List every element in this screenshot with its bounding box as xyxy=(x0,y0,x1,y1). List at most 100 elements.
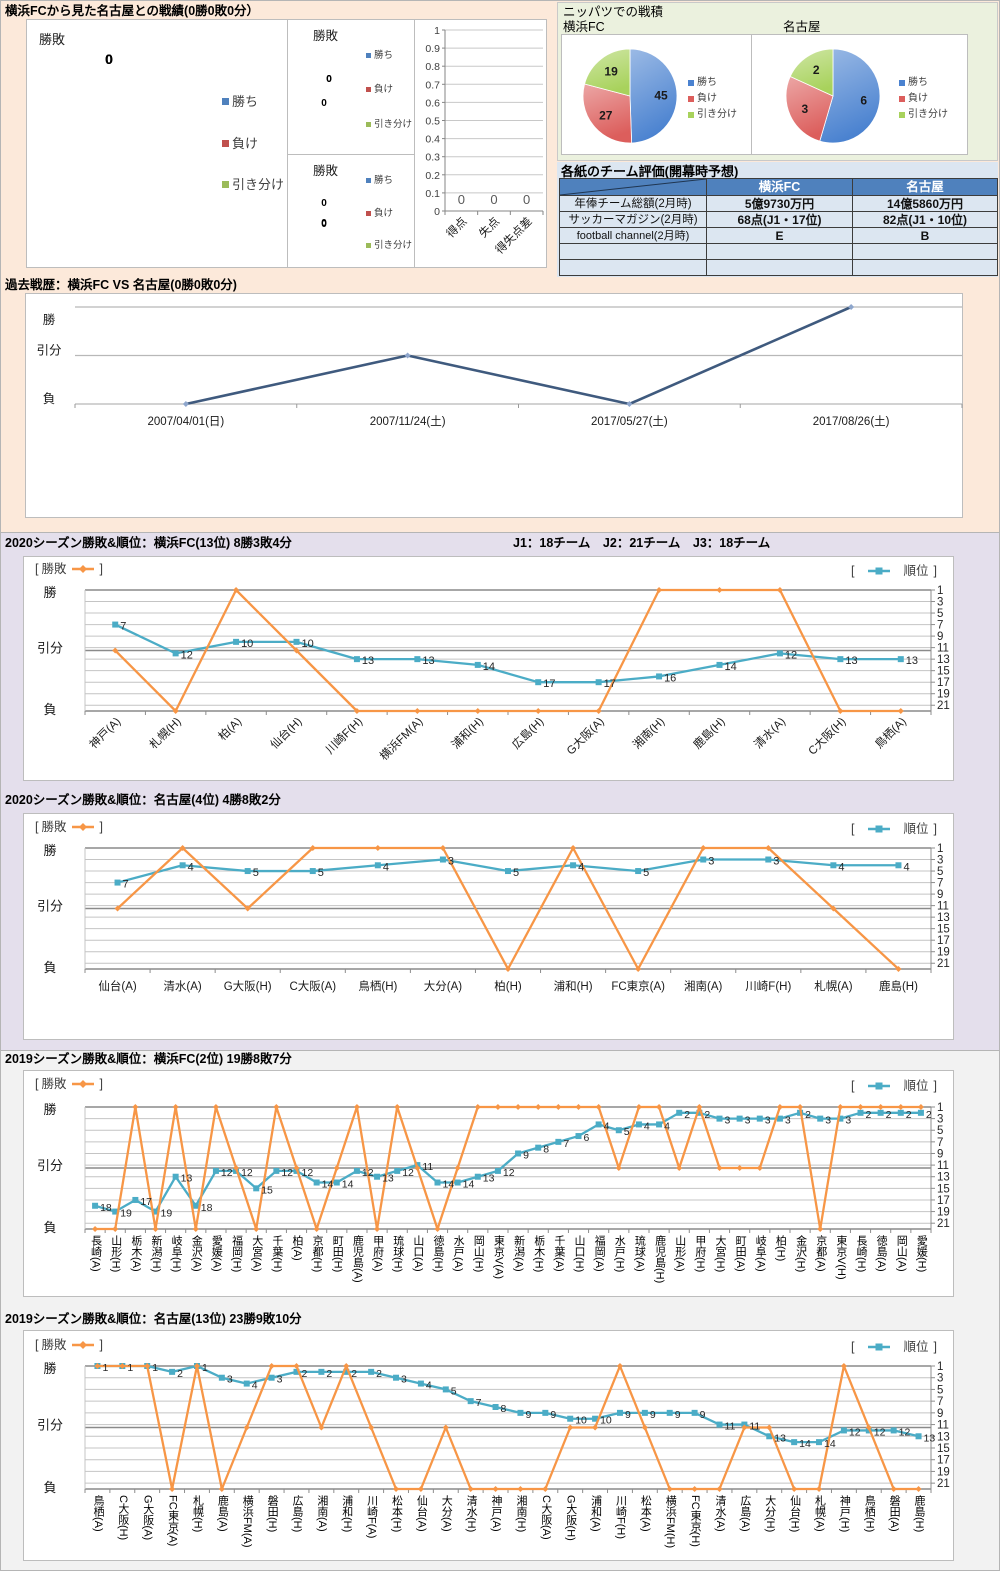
category-label: 2007/04/01(日) xyxy=(148,416,225,428)
category-label: 山形(H) xyxy=(109,1235,122,1273)
legend-marker xyxy=(78,565,87,574)
category-label: C大阪(A) xyxy=(539,1495,552,1540)
pie-data-label: 0 xyxy=(105,51,113,67)
result-marker xyxy=(442,1424,449,1431)
category-label: 琉球(A) xyxy=(633,1235,646,1272)
rank-marker xyxy=(897,1109,904,1116)
category-label: 神戸(A) xyxy=(490,1495,503,1532)
result-marker xyxy=(716,587,723,593)
result-line xyxy=(114,588,901,713)
rank-data-label: 12 xyxy=(849,1426,861,1438)
category-label: 甲府(H) xyxy=(693,1235,706,1273)
legend-result: 勝敗 xyxy=(35,563,103,576)
legend-item-draw: 引き分け xyxy=(366,241,412,251)
legend-label: 引き分け xyxy=(374,240,413,251)
category-label: FC東京(A) xyxy=(611,979,665,993)
season-2019-section: 2019シーズン勝敗&順位：横浜FC(2位) 19勝8敗7分 1 3 5 7 9 11 13… xyxy=(0,1050,1000,1571)
rank-line xyxy=(114,623,901,684)
legend-swatch-icon xyxy=(366,178,371,184)
category-label: 栃木(H) xyxy=(532,1235,545,1273)
result-marker xyxy=(595,708,602,714)
category-label: 水戸(H) xyxy=(613,1235,626,1273)
rank-data-label: 12 xyxy=(302,1167,314,1179)
category-label: 福岡(A) xyxy=(593,1235,606,1272)
result-axis-label: 負 xyxy=(43,702,56,717)
result-marker xyxy=(144,1363,151,1369)
rank-marker xyxy=(439,856,446,863)
square-marker-icon xyxy=(868,825,891,833)
legend-swatch-icon xyxy=(366,243,371,249)
rank-data-label: 14 xyxy=(342,1179,354,1191)
legend-swatch xyxy=(688,96,694,102)
rank-axis-label: 13 xyxy=(937,1172,950,1184)
result-marker xyxy=(897,1104,904,1110)
result-marker xyxy=(112,1226,119,1232)
rank-marker xyxy=(92,1202,99,1209)
legend-rank-label: 順位 xyxy=(903,564,929,578)
diagonal-line xyxy=(560,179,706,195)
legend-marker xyxy=(875,1343,883,1351)
result-marker xyxy=(474,1104,481,1110)
rank-axis-label: 15 xyxy=(937,666,950,678)
rank-data-label: 15 xyxy=(261,1184,273,1196)
header-cell-yokohama: 横浜FC xyxy=(706,178,853,196)
category-label: 得点 xyxy=(444,215,469,240)
result-marker xyxy=(92,1226,99,1232)
category-label: 栃木(A) xyxy=(129,1235,142,1272)
category-label: 岡山(H) xyxy=(472,1235,485,1273)
season-chart-nagoya-2019: 1 3 5 7 9 11 13 15 17 19 21 勝引分負 1 1 1 2 1 3 4 3 2 2 2 2 3 4 5 7 8 9 9… xyxy=(23,1330,954,1561)
legend-label: 負け xyxy=(374,208,394,219)
result-marker xyxy=(535,1104,542,1110)
legend-item-win: 勝ち xyxy=(366,51,393,61)
table-cell: 14億5860万円 xyxy=(852,195,998,212)
rank-marker xyxy=(716,1421,723,1428)
result-marker xyxy=(172,1104,179,1110)
result-marker xyxy=(94,1363,101,1369)
rank-marker xyxy=(467,1398,474,1405)
rank-marker xyxy=(676,1109,683,1116)
rank-data-label: 11 xyxy=(422,1161,433,1173)
rank-marker xyxy=(716,661,723,668)
chart-title: 勝敗 xyxy=(313,164,339,178)
result-marker xyxy=(333,1165,340,1171)
legend-swatch xyxy=(366,178,371,184)
result-marker xyxy=(313,1226,320,1232)
category-label: 長崎(A) xyxy=(89,1235,102,1272)
result-marker xyxy=(515,1104,522,1110)
rank-data-label: 4 xyxy=(578,861,584,873)
rank-data-label: 7 xyxy=(476,1397,482,1409)
rank-data-label: 18 xyxy=(201,1202,213,1214)
legend-swatch-icon xyxy=(688,80,694,86)
rank-data-label: 9 xyxy=(525,1409,531,1421)
rank-data-label: 10 xyxy=(600,1415,612,1427)
rank-marker xyxy=(595,679,602,686)
y-tick-label: 0.5 xyxy=(425,116,440,128)
result-axis-label: 勝 xyxy=(43,1361,56,1376)
result-marker xyxy=(535,708,542,714)
pie-data-label: 19 xyxy=(604,64,618,78)
result-axis-label: 引分 xyxy=(37,899,63,914)
rank-data-label: 11 xyxy=(725,1421,736,1433)
result-marker xyxy=(696,1104,703,1110)
category-label: FC東京(H) xyxy=(689,1495,702,1547)
rank-axis-label: 17 xyxy=(937,677,950,689)
evaluation-title: 各紙のチーム評価(開幕時予想) xyxy=(561,164,739,179)
pie-data-label: 0 xyxy=(326,74,332,85)
rank-data-label: 13 xyxy=(906,655,918,667)
category-label: 徳島(A) xyxy=(875,1235,888,1272)
category-label: 清水(H) xyxy=(465,1495,478,1533)
square-marker-icon xyxy=(868,1343,891,1351)
rank-data-label: 4 xyxy=(644,1120,650,1132)
pie-data-label: 27 xyxy=(599,108,613,122)
result-marker xyxy=(641,1424,648,1431)
category-label: 2017/05/27(土) xyxy=(591,415,668,428)
result-marker xyxy=(700,845,707,851)
rank-marker xyxy=(434,1179,441,1186)
category-label: 失点 xyxy=(477,215,502,240)
legend-swatch-icon xyxy=(899,80,905,86)
category-label: 柏(H) xyxy=(494,979,522,993)
rank-data-label: 8 xyxy=(543,1144,549,1156)
result-axis-label: 負 xyxy=(43,1220,56,1235)
rank-marker xyxy=(318,1368,325,1375)
